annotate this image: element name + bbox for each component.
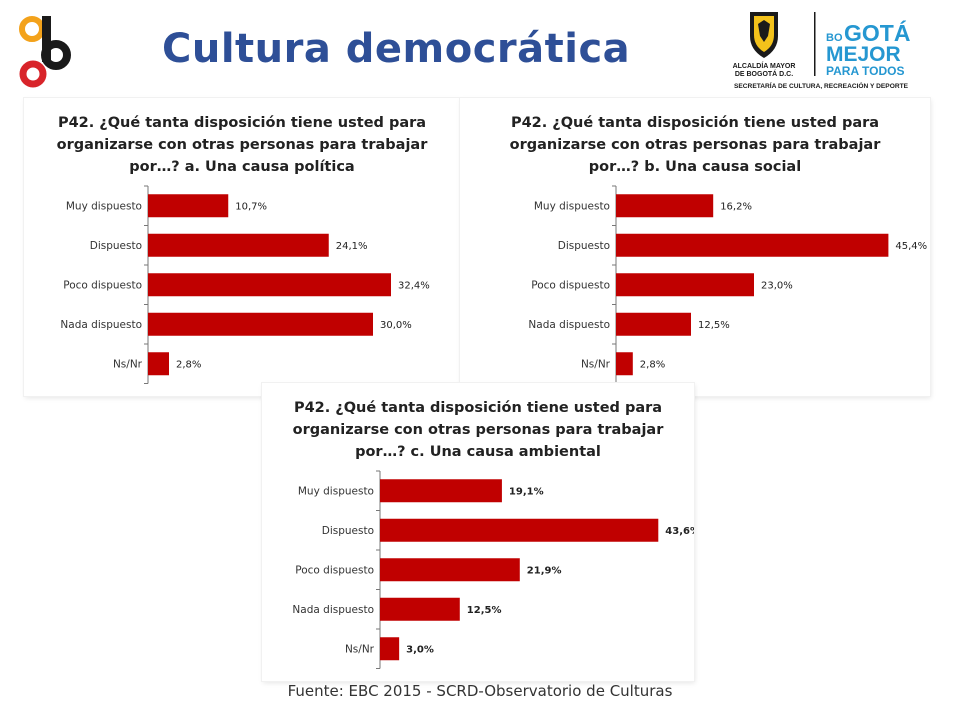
chart-panel-ambiental: Muy dispuesto 19,1% Dispuesto 43,6% Poco dis… <box>262 383 694 681</box>
chart-title-line: P42. ¿Qué tanta disposición tiene usted … <box>293 400 663 416</box>
category-label-ns-nr: Ns/Nr <box>113 358 143 370</box>
chart-title-line: P42. ¿Qué tanta disposición tiene usted … <box>510 115 880 131</box>
data-label-poco-dispuesto: 23,0% <box>761 280 793 291</box>
coat-eagle-shape <box>758 20 770 42</box>
bar-poco-dispuesto <box>616 273 754 297</box>
category-label-ns-nr: Ns/Nr <box>581 358 611 370</box>
bogota-small-text: BO <box>826 32 843 44</box>
category-label-ns-nr: Ns/Nr <box>345 643 375 655</box>
data-label-muy-dispuesto: 19,1% <box>509 486 544 497</box>
para-todos-text: PARA TODOS <box>826 64 904 78</box>
bogota-big-text: GOTÁ <box>844 19 910 46</box>
chart-title-line: organizarse con otras personas para trab… <box>292 422 664 438</box>
category-label-dispuesto: Dispuesto <box>90 240 142 252</box>
source-note: Fuente: EBC 2015 - SCRD-Observatorio de … <box>287 682 673 700</box>
data-label-poco-dispuesto: 21,9% <box>527 565 562 576</box>
chart-title-politica: P42. ¿Qué tanta disposición tiene usted … <box>24 112 460 178</box>
data-label-poco-dispuesto: 32,4% <box>398 280 430 291</box>
category-label-nada-dispuesto: Nada dispuesto <box>60 319 142 331</box>
secretaria-text: SECRETARÍA DE CULTURA, RECREACIÓN Y DEPO… <box>734 81 909 90</box>
chart-title-line: por…? c. Una causa ambiental <box>355 444 601 460</box>
logo-b-bowl <box>41 40 71 70</box>
coat-line2: DE BOGOTÁ D.C. <box>735 69 793 78</box>
coat-line1: ALCALDÍA MAYOR <box>733 61 796 70</box>
chart-title-line: organizarse con otras personas para trab… <box>56 137 428 153</box>
data-label-muy-dispuesto: 10,7% <box>235 201 267 212</box>
category-label-muy-dispuesto: Muy dispuesto <box>298 485 374 497</box>
logo-orange-ring <box>19 16 45 42</box>
category-label-nada-dispuesto: Nada dispuesto <box>528 319 610 331</box>
bar-nada-dispuesto <box>616 312 691 336</box>
bogota-logo: ALCALDÍA MAYOR DE BOGOTÁ D.C. BO GOTÁ ME… <box>733 12 910 90</box>
logo-divider <box>814 12 816 76</box>
culture-logo <box>19 16 71 88</box>
bar-muy-dispuesto <box>616 194 714 218</box>
bar-muy-dispuesto <box>380 479 502 503</box>
bar-nada-dispuesto <box>380 597 460 621</box>
data-label-dispuesto: 43,6% <box>665 526 694 537</box>
data-label-dispuesto: 24,1% <box>336 241 368 252</box>
data-label-nada-dispuesto: 12,5% <box>698 320 730 331</box>
bar-dispuesto <box>380 518 659 542</box>
data-label-nada-dispuesto: 12,5% <box>467 605 502 616</box>
category-label-dispuesto: Dispuesto <box>322 525 374 537</box>
category-label-poco-dispuesto: Poco dispuesto <box>531 279 610 291</box>
chart-title-social: P42. ¿Qué tanta disposición tiene usted … <box>460 112 930 178</box>
chart-title-line: organizarse con otras personas para trab… <box>509 137 881 153</box>
logo-red-ring <box>19 60 47 88</box>
data-label-ns-nr: 2,8% <box>176 359 201 370</box>
data-label-nada-dispuesto: 30,0% <box>380 320 412 331</box>
bar-dispuesto <box>616 233 889 257</box>
chart-panel-politica: Muy dispuesto 10,7% Dispuesto 24,1% Poco dis… <box>24 98 460 396</box>
bar-chart-social: Muy dispuesto 16,2% Dispuesto 45,4% Poco dis… <box>528 185 927 384</box>
chart-title-line: por…? b. Una causa social <box>588 159 802 175</box>
category-label-nada-dispuesto: Nada dispuesto <box>292 604 374 616</box>
category-label-muy-dispuesto: Muy dispuesto <box>534 200 610 212</box>
bar-ns-nr <box>616 352 633 376</box>
chart-panel-social: Muy dispuesto 16,2% Dispuesto 45,4% Poco dis… <box>460 98 930 396</box>
bar-dispuesto <box>148 233 329 257</box>
category-label-dispuesto: Dispuesto <box>558 240 610 252</box>
bar-ns-nr <box>148 352 169 376</box>
chart-title-line: por…? a. Una causa política <box>129 159 355 175</box>
bar-ns-nr <box>380 637 400 661</box>
category-label-poco-dispuesto: Poco dispuesto <box>63 279 142 291</box>
data-label-dispuesto: 45,4% <box>895 241 927 252</box>
bar-chart-politica: Muy dispuesto 10,7% Dispuesto 24,1% Poco dis… <box>60 185 430 384</box>
bar-chart-ambiental: Muy dispuesto 19,1% Dispuesto 43,6% Poco dis… <box>292 470 694 669</box>
mejor-text: MEJOR <box>826 43 901 66</box>
data-label-ns-nr: 2,8% <box>640 359 665 370</box>
bar-muy-dispuesto <box>148 194 229 218</box>
logo-b-stem <box>42 16 51 62</box>
bar-poco-dispuesto <box>148 273 391 297</box>
category-label-poco-dispuesto: Poco dispuesto <box>295 564 374 576</box>
page-title: Cultura democrática <box>162 26 631 72</box>
bar-poco-dispuesto <box>380 558 520 582</box>
chart-title-line: P42. ¿Qué tanta disposición tiene usted … <box>57 115 427 131</box>
chart-title-ambiental: P42. ¿Qué tanta disposición tiene usted … <box>262 397 694 463</box>
bar-nada-dispuesto <box>148 312 373 336</box>
data-label-ns-nr: 3,0% <box>406 644 434 655</box>
category-label-muy-dispuesto: Muy dispuesto <box>66 200 142 212</box>
data-label-muy-dispuesto: 16,2% <box>720 201 752 212</box>
